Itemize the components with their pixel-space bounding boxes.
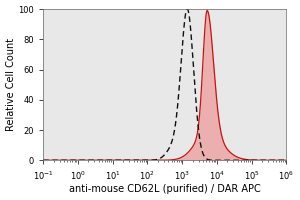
Y-axis label: Relative Cell Count: Relative Cell Count: [6, 38, 16, 131]
X-axis label: anti-mouse CD62L (purified) / DAR APC: anti-mouse CD62L (purified) / DAR APC: [69, 184, 261, 194]
